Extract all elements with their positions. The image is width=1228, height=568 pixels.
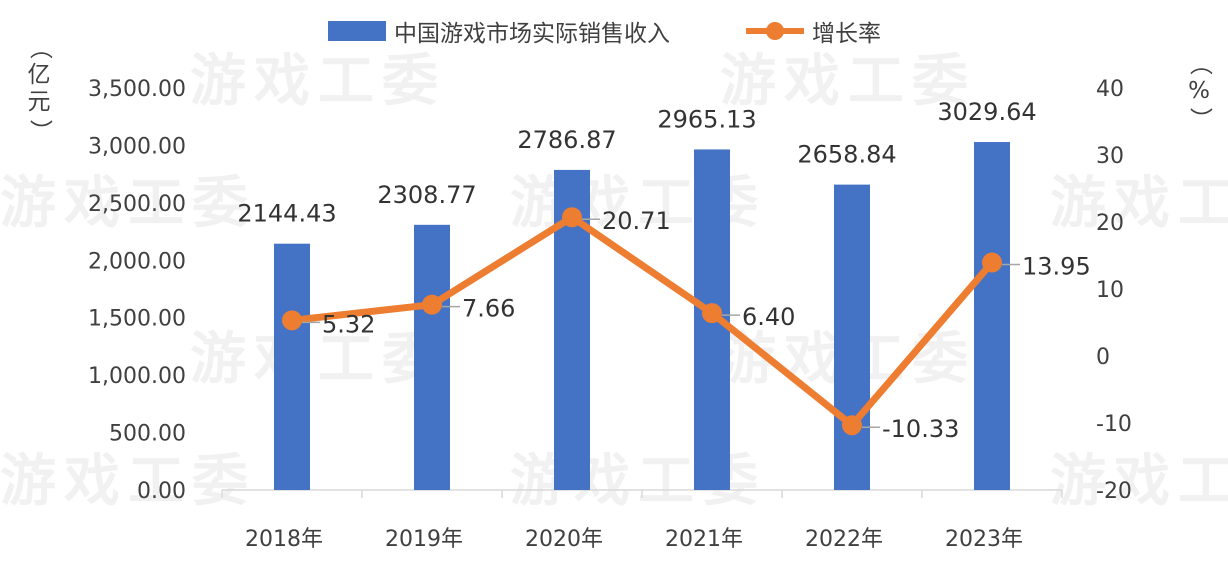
- right-axis-tick-label: -10: [1096, 412, 1132, 437]
- growth-rate-line: [288, 213, 996, 429]
- growth-rate-value-label: 20.71: [602, 207, 671, 235]
- legend: 中国游戏市场实际销售收入 增长率: [0, 14, 1228, 48]
- revenue-bar: [274, 243, 310, 490]
- watermark-text: 游戏工委: [720, 49, 976, 114]
- right-axis-tick-label: 0: [1096, 345, 1110, 370]
- watermark-text: 游戏工委: [1050, 449, 1228, 514]
- right-axis-tick-label: -20: [1096, 479, 1132, 504]
- left-axis-tick-label: 3,000.00: [88, 134, 186, 159]
- legend-label-growth: 增长率: [812, 21, 881, 47]
- growth-rate-marker: [422, 294, 442, 315]
- growth-rate-value-label: 13.95: [1022, 253, 1091, 281]
- revenue-bar-value-label: 3029.64: [937, 98, 1036, 126]
- left-axis-tick-label: 500.00: [109, 422, 186, 447]
- revenue-bar-value-label: 2786.87: [517, 126, 616, 154]
- left-axis-tick-label: 2,500.00: [88, 192, 186, 217]
- revenue-bar-value-label: 2308.77: [377, 181, 476, 209]
- left-axis-tick-label: 2,000.00: [88, 249, 186, 274]
- revenue-bar: [834, 184, 870, 491]
- left-axis-tick-label: 0.00: [137, 479, 186, 504]
- watermark-text: 游戏工委: [0, 449, 256, 514]
- watermark-text: 游戏工委: [0, 171, 256, 236]
- legend-label-revenue: 中国游戏市场实际销售收入: [394, 21, 670, 47]
- growth-rate-marker: [702, 303, 722, 324]
- growth-rate-value-label: 7.66: [462, 295, 515, 323]
- legend-bar-swatch: [328, 21, 386, 41]
- x-axis-category-label: 2022年: [805, 527, 883, 552]
- left-axis-unit-char: 亿: [27, 61, 51, 88]
- legend-item-growth: 增长率: [746, 14, 881, 48]
- watermark-text: 游戏工委: [190, 49, 446, 114]
- left-axis-tick-label: 1,000.00: [88, 364, 186, 389]
- right-axis-unit-char: %: [1188, 77, 1210, 104]
- right-axis-tick-label: 40: [1096, 77, 1124, 102]
- revenue-bar-value-label: 2144.43: [237, 200, 336, 228]
- right-axis-tick-label: 10: [1096, 278, 1124, 303]
- right-axis-tick-label: 20: [1096, 211, 1124, 236]
- x-axis-category-label: 2020年: [525, 527, 603, 552]
- left-axis-tick-label: 1,500.00: [88, 307, 186, 332]
- legend-item-revenue: 中国游戏市场实际销售收入: [328, 14, 670, 48]
- x-axis-category-label: 2021年: [665, 527, 743, 552]
- revenue-bar: [974, 142, 1010, 490]
- watermark-text: 游戏工委: [190, 327, 446, 392]
- revenue-bar: [414, 224, 450, 490]
- left-axis-unit: （ 亿 元 ）: [24, 34, 54, 144]
- growth-rate-value-label: 6.40: [742, 303, 795, 331]
- x-axis-category-label: 2023年: [945, 527, 1023, 552]
- growth-rate-marker: [562, 207, 582, 228]
- right-axis-unit: （ % ）: [1184, 50, 1214, 133]
- growth-rate-value-label: 5.32: [322, 310, 375, 338]
- growth-rate-value-label: -10.33: [882, 415, 959, 443]
- left-axis-unit-char: 元: [27, 89, 51, 116]
- left-axis-tick-label: 3,500.00: [88, 77, 186, 102]
- growth-rate-marker: [282, 310, 302, 331]
- x-axis-category-label: 2018年: [245, 527, 323, 552]
- growth-rate-marker: [982, 252, 1002, 273]
- growth-rate-marker: [842, 415, 862, 436]
- revenue-bar-value-label: 2658.84: [797, 141, 896, 169]
- right-axis-tick-label: 30: [1096, 144, 1124, 169]
- legend-line-swatch: [746, 21, 804, 41]
- revenue-bar-value-label: 2965.13: [657, 105, 756, 133]
- watermark-text: 游戏工委: [1050, 171, 1228, 236]
- x-axis-category-label: 2019年: [385, 527, 463, 552]
